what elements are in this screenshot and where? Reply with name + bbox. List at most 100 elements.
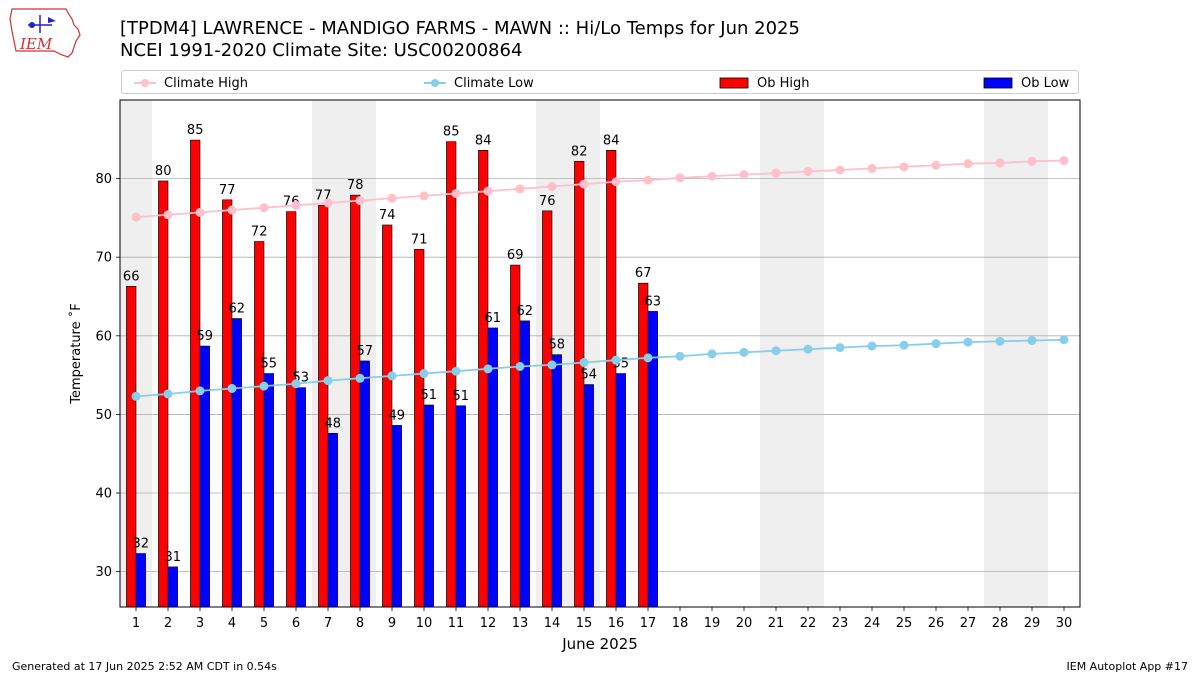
climate-low-point (995, 336, 1005, 346)
climate-high-point (355, 196, 365, 206)
y-tick-label: 30 (95, 565, 112, 580)
climate-low-point (419, 369, 429, 379)
ob-high-bar (542, 210, 553, 608)
climate-high-point (835, 165, 845, 175)
ob-high-bar (638, 282, 649, 608)
climate-high-point (387, 193, 397, 203)
ob-low-label: 57 (357, 344, 374, 359)
climate-low-point (579, 358, 589, 368)
climate-low-point (931, 339, 941, 349)
climate-low-point (387, 371, 397, 381)
climate-low-point (643, 353, 653, 363)
x-tick-label: 23 (832, 616, 849, 631)
climate-low-point (771, 346, 781, 356)
climate-high-point (259, 203, 269, 213)
ob-low-bar (359, 360, 370, 608)
climate-high-point (1027, 156, 1037, 166)
y-axis-label: Temperature ˚F (68, 303, 84, 404)
climate-high-point (451, 189, 461, 199)
legend-item-ob-high: Ob High (719, 74, 810, 92)
x-tick-label: 2 (164, 616, 172, 631)
ob-high-bar (286, 211, 297, 608)
iem-logo: IEM (9, 8, 81, 58)
ob-low-bar (615, 373, 626, 608)
climate-high-point (931, 160, 941, 170)
app-credit: IEM Autoplot App #17 (1066, 660, 1189, 673)
climate-low-point (227, 383, 237, 393)
climate-high-point (995, 158, 1005, 168)
x-tick-label: 19 (704, 616, 721, 631)
climate-low-point (515, 361, 525, 371)
x-tick-label: 6 (292, 616, 300, 631)
climate-low-point (131, 391, 141, 401)
ob-high-bar (478, 150, 489, 608)
climate-low-point (707, 349, 717, 359)
ob-low-bar (391, 425, 402, 608)
ob-low-bar (295, 387, 306, 608)
x-tick-label: 5 (260, 616, 268, 631)
x-tick-label: 4 (228, 616, 236, 631)
ob-high-bar (574, 161, 585, 608)
x-tick-label: 26 (928, 616, 945, 631)
ob-high-label: 72 (251, 224, 268, 239)
y-tick-label: 60 (95, 329, 112, 344)
ob-low-bar (199, 345, 210, 608)
climate-low-point (1059, 335, 1069, 345)
climate-low-point (675, 351, 685, 361)
ob-low-label: 62 (517, 304, 534, 319)
ob-high-label: 76 (539, 194, 556, 209)
y-tick-label: 70 (95, 251, 112, 266)
climate-low-point (483, 364, 493, 374)
ob-high-bar (126, 285, 137, 608)
climate-high-point (803, 167, 813, 177)
x-tick-label: 18 (672, 616, 689, 631)
ob-low-label: 49 (389, 408, 406, 423)
ob-high-label: 84 (475, 133, 492, 148)
climate-low-point (611, 355, 621, 365)
climate-high-point (291, 200, 301, 210)
climate-high-point (195, 207, 205, 217)
climate-low-line (135, 338, 1065, 398)
climate-high-point (483, 186, 493, 196)
x-tick-label: 22 (800, 616, 817, 631)
climate-low-point (451, 366, 461, 376)
ob-high-label: 78 (347, 178, 364, 193)
climate-low-point (835, 343, 845, 353)
climate-low-point (803, 344, 813, 354)
x-tick-label: 30 (1056, 616, 1073, 631)
ob-high-label: 74 (379, 208, 396, 223)
climate-high-point (131, 212, 141, 222)
ob-low-label: 61 (485, 311, 502, 326)
climate-high-point (675, 173, 685, 183)
climate-high-point (771, 168, 781, 178)
ob-low-label: 54 (581, 368, 598, 383)
chart-title: [TPDM4] LAWRENCE - MANDIGO FARMS - MAWN … (120, 18, 800, 39)
climate-high-point (739, 170, 749, 180)
ob-high-label: 85 (443, 125, 460, 140)
climate-high-point (643, 175, 653, 185)
plot-frame (119, 99, 1081, 608)
ob-low-bar (327, 432, 338, 608)
ob-high-label: 66 (123, 269, 140, 284)
ob-low-bar (167, 566, 178, 608)
y-tick-label: 40 (95, 487, 112, 502)
ob-low-label: 31 (165, 550, 182, 565)
x-tick-label: 14 (544, 616, 561, 631)
ob-low-bar (583, 384, 594, 608)
legend-label-climate-low: Climate Low (454, 75, 534, 91)
x-tick-label: 20 (736, 616, 753, 631)
ob-high-label: 69 (507, 248, 524, 263)
weekend-band (760, 100, 824, 607)
ob-high-bar (254, 241, 265, 608)
x-tick-label: 24 (864, 616, 881, 631)
climate-high-point (707, 171, 717, 181)
climate-high-point (227, 205, 237, 215)
x-tick-label: 21 (768, 616, 785, 631)
generated-timestamp: Generated at 17 Jun 2025 2:52 AM CDT in … (12, 660, 277, 673)
legend-item-ob-low: Ob Low (983, 74, 1069, 92)
climate-low-point (323, 376, 333, 386)
x-tick-label: 3 (196, 616, 204, 631)
ob-low-label: 62 (229, 302, 246, 317)
x-tick-label: 25 (896, 616, 913, 631)
